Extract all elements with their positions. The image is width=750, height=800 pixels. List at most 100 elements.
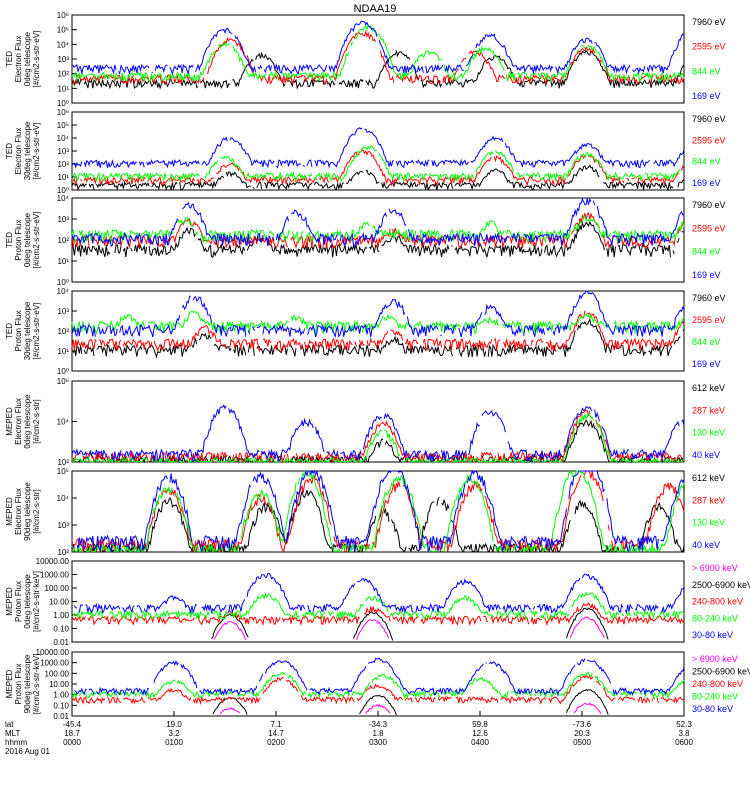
y-axis-label: 0deg telescope <box>23 574 32 629</box>
y-axis-label: Proton Flux <box>14 581 23 622</box>
y-tick-label: 10⁶ <box>57 11 69 20</box>
y-axis-label: Electron Flux <box>14 398 23 445</box>
y-axis-label: MEPED <box>5 407 14 436</box>
y-tick-label: 10⁵ <box>57 121 69 130</box>
y-axis-label: [#/cm2-s-str-eV] <box>32 303 41 360</box>
y-axis-label: 30deg telescope <box>23 301 32 360</box>
y-tick-label: 10² <box>57 160 69 169</box>
series-trace <box>212 688 609 716</box>
y-tick-label: 10⁰ <box>57 99 69 108</box>
legend-label: 30-80 keV <box>692 704 733 714</box>
legend-label: 7960 eV <box>692 293 726 303</box>
legend-label: > 6900 keV <box>692 654 738 664</box>
y-tick-label: 10³ <box>57 55 69 64</box>
legend-label: 2500-6900 keV <box>692 667 750 677</box>
panel-6: 10² 10³ 10⁴ 10⁵ MEPED Electron Flux 90deg tele… <box>5 467 725 557</box>
y-axis-label: TED <box>5 323 14 339</box>
y-tick-label: 10⁴ <box>57 194 70 203</box>
y-tick-label: 10⁰ <box>57 278 69 287</box>
series-trace <box>71 20 685 76</box>
panel-7: 0.01 0.10 1.00 10.00 100.00 1000.00 10000.00 ME… <box>5 557 750 647</box>
y-tick-label: 10² <box>57 458 69 467</box>
x-axis-row-label: lat <box>5 720 14 729</box>
x-tick-label: 0000 <box>63 738 81 747</box>
y-axis-label: MEPED <box>5 497 14 526</box>
legend-label: 844 eV <box>692 337 721 347</box>
y-tick-label: 100.00 <box>45 584 70 593</box>
y-tick-label: 10⁵ <box>57 26 69 35</box>
y-tick-label: 10¹ <box>57 257 69 266</box>
legend-label: 7960 eV <box>692 200 726 210</box>
series-trace <box>71 145 685 183</box>
y-axis-label: TED <box>5 143 14 159</box>
y-tick-label: 10.00 <box>49 680 70 689</box>
x-tick-label: 0500 <box>573 738 591 747</box>
y-tick-label: 10² <box>57 548 69 557</box>
y-tick-label: 10⁴ <box>57 494 70 503</box>
y-axis-label: 90deg telescope <box>23 654 32 713</box>
legend-label: 169 eV <box>692 91 721 101</box>
y-tick-label: 10³ <box>57 215 69 224</box>
legend-label: 2595 eV <box>692 135 726 145</box>
y-axis-label: Electron Flux <box>14 488 23 535</box>
y-tick-label: 10⁵ <box>57 467 69 476</box>
series-trace <box>71 290 685 339</box>
legend-label: 287 keV <box>692 495 725 505</box>
legend-label: 40 keV <box>692 450 720 460</box>
date-label: 2016 Aug 01 <box>5 747 50 756</box>
series-trace <box>73 572 685 615</box>
y-axis-label: 0deg telescope <box>23 394 32 449</box>
chart-title: NDAA19 <box>354 3 397 15</box>
y-tick-label: 1.00 <box>53 611 69 620</box>
y-tick-label: 10³ <box>57 147 69 156</box>
series-trace <box>71 24 685 83</box>
y-axis-label: MEPED <box>5 670 14 699</box>
legend-label: 169 eV <box>692 359 721 369</box>
x-tick-label: 0100 <box>165 738 183 747</box>
x-tick-label: 12.6 <box>472 729 488 738</box>
series-trace <box>71 197 685 248</box>
y-tick-label: 10⁶ <box>57 108 69 117</box>
x-tick-label: 0300 <box>369 738 387 747</box>
legend-label: 612 keV <box>692 473 725 483</box>
legend-label: 80-240 keV <box>692 613 738 623</box>
panel-frame <box>71 380 685 463</box>
y-tick-label: 10² <box>57 236 69 245</box>
x-axis-row-label: MLT <box>5 729 21 738</box>
x-tick-label: 3.2 <box>168 729 180 738</box>
y-tick-label: 0.10 <box>53 625 69 634</box>
series-trace <box>71 412 685 464</box>
x-tick-label: 0600 <box>675 738 693 747</box>
x-tick-label: 3.8 <box>678 729 690 738</box>
legend-label: 130 keV <box>692 428 725 438</box>
series-trace <box>213 616 605 641</box>
x-axis-row-label: hhmm <box>5 738 28 747</box>
y-tick-label: 1.00 <box>53 691 69 700</box>
legend-label: 2500-6900 keV <box>692 580 750 590</box>
legend-label: 7960 eV <box>692 114 726 124</box>
y-axis-label: Proton Flux <box>14 664 23 705</box>
legend-label: 80-240 keV <box>692 692 738 702</box>
x-tick-label: 1.8 <box>372 729 384 738</box>
y-tick-label: 0.01 <box>53 712 69 721</box>
y-axis-label: [#/cm2-s-str-keV] <box>32 571 41 632</box>
panel-3: 10⁰ 10¹ 10² 10³ 10⁴ TED Proton Flux 0deg telesc… <box>5 194 726 287</box>
x-tick-label: 14.7 <box>268 729 284 738</box>
y-tick-label: 10⁰ <box>57 186 69 195</box>
series-trace <box>71 310 685 353</box>
y-axis-label: [#/cm2-s-str-eV] <box>32 212 41 269</box>
series-trace <box>72 469 685 554</box>
y-tick-label: 10⁶ <box>57 377 69 386</box>
y-axis-label: [#/cm2-s-str-keV] <box>32 654 41 715</box>
x-tick-label: 20.3 <box>574 729 590 738</box>
x-tick-label: 59.8 <box>472 720 488 729</box>
series-trace <box>71 469 685 554</box>
legend-label: 2595 eV <box>692 42 726 52</box>
legend-label: 240-800 keV <box>692 679 743 689</box>
legend-label: 844 eV <box>692 157 721 167</box>
y-tick-label: 10⁴ <box>57 287 70 296</box>
y-axis-label: [#/cm2-s-str-eV] <box>32 31 41 88</box>
y-tick-label: 10² <box>57 327 69 336</box>
x-tick-label: 0200 <box>267 738 285 747</box>
y-tick-label: 10² <box>57 70 69 79</box>
